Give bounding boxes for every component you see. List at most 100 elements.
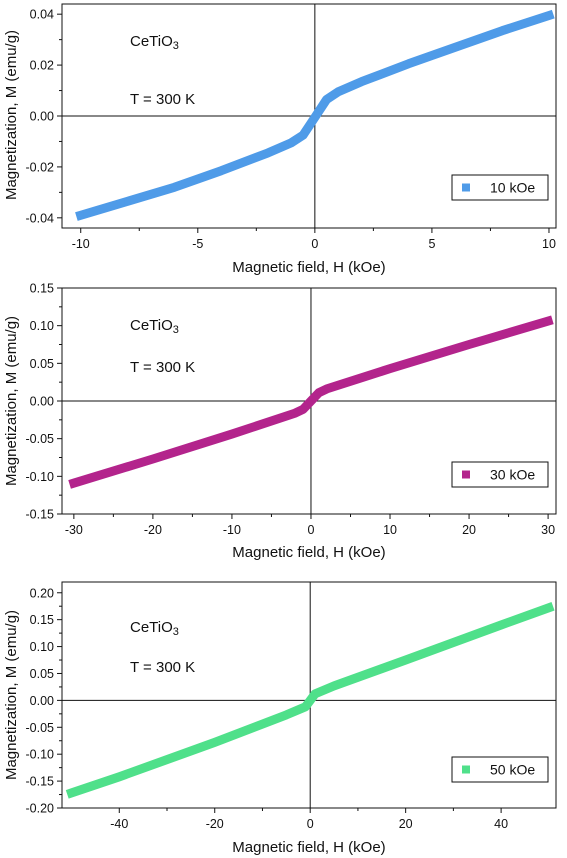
annotation-temperature: T = 300 K (130, 91, 195, 108)
data-point (323, 385, 330, 392)
x-tick-label: 40 (494, 817, 508, 831)
x-tick-label: 10 (542, 237, 556, 251)
x-tick-label: 20 (399, 817, 413, 831)
x-tick-label: 5 (428, 237, 435, 251)
y-tick-label: 0.10 (30, 319, 54, 333)
x-tick-label: -40 (110, 817, 128, 831)
annotation-material-subscript: 3 (173, 324, 179, 336)
plot-frame (61, 581, 557, 809)
data-point (228, 431, 235, 438)
y-tick-label: 0.04 (30, 8, 54, 22)
data-point (402, 657, 409, 664)
data-point (149, 456, 156, 463)
legend-label: 50 kOe (490, 762, 535, 778)
data-point (211, 739, 218, 746)
legend-marker (462, 765, 470, 774)
data-point (124, 198, 131, 205)
chart-panel-3: -40 -20 0 20 40 -0.20 -0.15 -0.10 -0.05 0.00 0.05 0… (3, 581, 557, 856)
y-tick-label: -0.05 (26, 432, 55, 446)
data-point (265, 149, 272, 156)
annotation-material-subscript: 3 (173, 40, 179, 52)
y-tick-label: -0.10 (26, 748, 55, 762)
y-tick-label: -0.15 (26, 775, 55, 789)
y-tick-label: 0.00 (30, 395, 54, 409)
data-point (283, 711, 290, 718)
x-tick-label: 0 (307, 817, 314, 831)
y-tick-label: -0.05 (26, 721, 55, 735)
x-axis-label: Magnetic field, H (kOe) (232, 839, 385, 856)
chart-panel-1: -10 -5 0 5 10 -0.04 -0.02 0.00 0.02 0.04 Magnetic … (3, 3, 557, 276)
data-point (545, 318, 552, 325)
y-tick-label: -0.15 (26, 508, 55, 522)
data-point (323, 96, 330, 103)
x-tick-label: 30 (541, 523, 555, 537)
y-tick-label: -0.04 (26, 211, 55, 225)
y-tick-label: 0.02 (30, 59, 54, 73)
y-tick-label: 0.05 (30, 667, 54, 681)
y-tick-label: 0.10 (30, 640, 54, 654)
data-point (498, 622, 505, 629)
y-tick-label: 0.20 (30, 586, 54, 600)
annotation-material-subscript: 3 (173, 626, 179, 638)
data-point (335, 88, 342, 95)
annotation-temperature: T = 300 K (130, 659, 195, 676)
data-point (300, 132, 307, 139)
data-point (116, 773, 123, 780)
data-point (499, 27, 506, 34)
legend-marker (462, 470, 470, 479)
x-tick-label: -30 (65, 523, 83, 537)
data-point (387, 365, 394, 372)
y-tick-label: 0.05 (30, 357, 54, 371)
y-axis-label: Magnetization, M (emu/g) (3, 316, 20, 486)
data-point (405, 60, 412, 67)
data-point (545, 604, 552, 611)
data-point (68, 789, 75, 796)
y-tick-label: 0.00 (30, 110, 54, 124)
data-point (452, 44, 459, 51)
x-tick-label: 10 (383, 523, 397, 537)
data-point (358, 78, 365, 85)
annotation-material: CeTiO3 (130, 619, 179, 638)
data-point (77, 212, 84, 219)
data-point (218, 167, 225, 174)
legend-marker (462, 183, 470, 192)
legend-label: 10 kOe (490, 180, 535, 196)
data-point (300, 406, 307, 413)
annotation-material: CeTiO3 (130, 33, 179, 52)
data-point (292, 410, 299, 417)
y-axis-label: Magnetization, M (emu/g) (3, 30, 20, 200)
x-tick-label: -5 (192, 237, 203, 251)
y-tick-label: -0.02 (26, 160, 55, 174)
annotation-temperature: T = 300 K (130, 359, 195, 376)
x-tick-label: 20 (462, 523, 476, 537)
data-point (311, 690, 318, 697)
x-axis-label: Magnetic field, H (kOe) (232, 544, 385, 561)
legend-label: 30 kOe (490, 467, 535, 483)
data-point (70, 480, 77, 487)
x-tick-label: -20 (144, 523, 162, 537)
data-point (171, 184, 178, 191)
data-point (302, 703, 309, 710)
x-tick-label: -10 (72, 237, 90, 251)
x-tick-label: 0 (311, 237, 318, 251)
data-point (315, 389, 322, 396)
data-point (307, 398, 314, 404)
y-tick-label: 0.15 (30, 282, 54, 296)
data-point (307, 697, 314, 704)
data-point (545, 12, 552, 19)
y-tick-label: 0.00 (30, 694, 54, 708)
chart-panel-2: -30 -20 -10 0 10 20 30 -0.15 -0.10 -0.05 0.00 0.05 0… (3, 282, 557, 561)
data-point (311, 114, 318, 121)
x-axis-label: Magnetic field, H (kOe) (232, 259, 385, 276)
data-point (288, 139, 295, 146)
y-axis-label: Magnetization, M (emu/g) (3, 610, 20, 780)
annotation-material: CeTiO3 (130, 317, 179, 336)
y-tick-label: -0.10 (26, 470, 55, 484)
x-tick-label: -20 (206, 817, 224, 831)
y-tick-label: 0.15 (30, 613, 54, 627)
y-tick-label: -0.20 (26, 802, 55, 816)
data-point (466, 341, 473, 348)
x-tick-label: 0 (307, 523, 314, 537)
x-tick-label: -10 (223, 523, 241, 537)
